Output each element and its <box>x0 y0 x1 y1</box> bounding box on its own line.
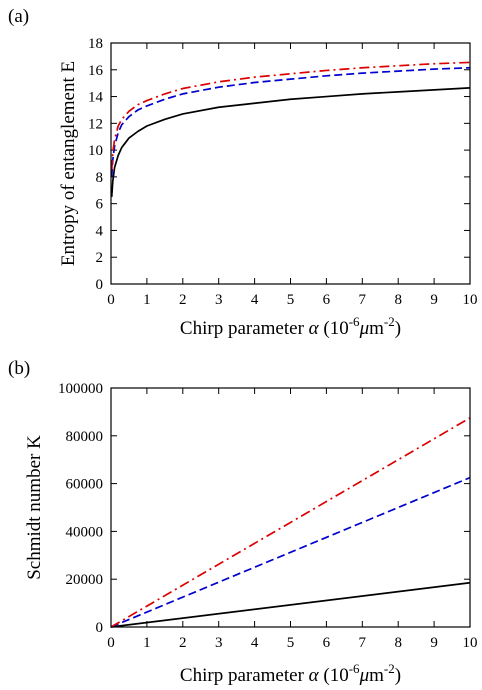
y-tick-label: 60000 <box>66 477 104 493</box>
series-line-dashdot <box>110 61 471 171</box>
x-tick-label: 1 <box>143 635 151 651</box>
x-axis-label: Chirp parameter α (10-6μm-2) <box>180 314 401 339</box>
x-tick-label: 7 <box>359 292 367 308</box>
y-tick-label: 0 <box>96 620 104 636</box>
x-axis-label-unit-open: (10 <box>319 665 349 686</box>
x-tick-label: 10 <box>463 292 478 308</box>
y-tick-label: 100000 <box>58 381 103 397</box>
y-tick-label: 4 <box>96 223 104 239</box>
plot-frame <box>110 42 471 285</box>
x-tick-label: 0 <box>107 635 115 651</box>
x-tick-label: 1 <box>143 292 151 308</box>
x-tick-label: 7 <box>359 635 367 651</box>
x-tick-label: 10 <box>463 635 478 651</box>
panel-b: (b) 0 1 2 3 4 5 6 7 8 9 10 0 20000 40000 60000 80000 1000… <box>8 358 478 686</box>
x-axis-label-main: Chirp parameter <box>180 665 309 686</box>
x-tick-label: 9 <box>430 292 438 308</box>
series-line-dashed <box>110 66 471 177</box>
y-tick-label: 6 <box>96 197 104 213</box>
x-tick-label: 5 <box>287 292 295 308</box>
y-tick-label: 12 <box>88 116 103 132</box>
x-tick-label: 9 <box>430 635 438 651</box>
series-line-dashdot <box>110 417 471 628</box>
x-axis-label-sup2: -2 <box>384 661 395 676</box>
x-axis-label: Chirp parameter α (10-6μm-2) <box>180 661 401 686</box>
y-tick-label: 16 <box>88 63 104 79</box>
x-tick-label: 2 <box>179 292 187 308</box>
y-tick-label: 8 <box>96 170 104 186</box>
x-axis-label-close: ) <box>395 318 401 339</box>
x-axis-label-main: Chirp parameter <box>180 318 309 339</box>
y-tick-label: 80000 <box>66 429 104 445</box>
y-tick-label: 40000 <box>66 524 104 540</box>
x-tick-label: 6 <box>323 635 331 651</box>
x-axis-label-sup1: -6 <box>349 314 360 329</box>
x-axis-label-close: ) <box>395 665 401 686</box>
y-axis-label: Entropy of entanglement E <box>58 61 79 266</box>
x-tick-label: 5 <box>287 635 295 651</box>
x-axis-label-alpha: α <box>309 318 320 339</box>
x-axis-label-unit-open: (10 <box>319 318 349 339</box>
y-tick-label: 10 <box>88 143 103 159</box>
x-axis-label-sup1: -6 <box>349 661 360 676</box>
y-tick-label: 14 <box>88 90 104 106</box>
y-tick-label: 20000 <box>66 572 104 588</box>
x-tick-label: 0 <box>107 292 115 308</box>
x-tick-label: 2 <box>179 635 187 651</box>
x-tick-label: 3 <box>215 292 223 308</box>
y-tick-label: 2 <box>96 250 104 266</box>
x-tick-label: 4 <box>251 292 259 308</box>
panel-label: (b) <box>8 358 30 379</box>
x-axis-label-mu: μ <box>359 665 370 686</box>
x-tick-label: 6 <box>323 292 331 308</box>
x-tick-label: 3 <box>215 635 223 651</box>
x-tick-label: 4 <box>251 635 259 651</box>
series-line-dashed <box>110 476 471 628</box>
plot-frame <box>110 387 471 628</box>
y-tick-label: 18 <box>88 36 103 52</box>
x-axis-label-sup2: -2 <box>384 314 395 329</box>
series-line-solid <box>110 87 471 198</box>
series-line-solid <box>110 581 471 628</box>
x-tick-label: 8 <box>394 635 402 651</box>
x-axis-label-mu: μ <box>359 318 370 339</box>
x-axis-label-alpha: α <box>309 665 320 686</box>
x-tick-label: 8 <box>394 292 402 308</box>
panel-label: (a) <box>8 6 29 27</box>
y-axis-label: Schmidt number K <box>24 435 45 580</box>
x-axis-label-unit-m: m <box>369 318 384 339</box>
y-tick-label: 0 <box>96 277 104 293</box>
x-axis-label-unit-m: m <box>369 665 384 686</box>
